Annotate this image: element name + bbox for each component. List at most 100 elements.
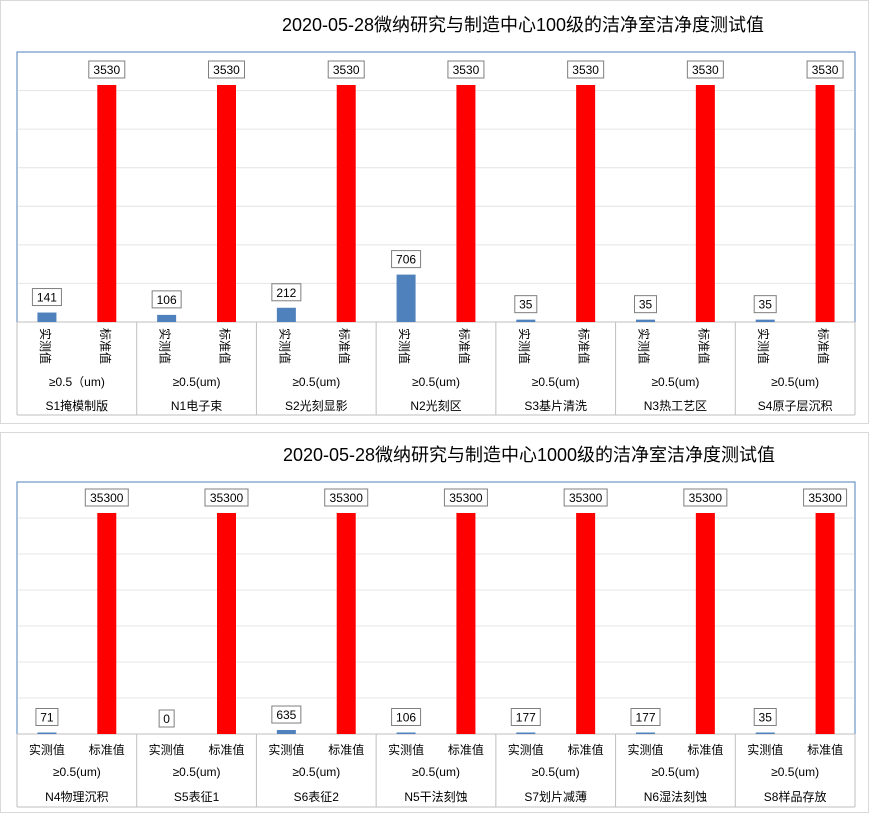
- data-label-box: [324, 488, 369, 507]
- series-label: 实测值: [388, 742, 424, 757]
- bar-standard: [695, 513, 715, 734]
- data-label-box: [158, 709, 175, 728]
- bar-measured: [37, 732, 57, 734]
- bar-measured: [755, 319, 775, 322]
- data-label: 212: [276, 286, 296, 300]
- bar-measured: [755, 732, 775, 734]
- bar-standard: [456, 85, 476, 322]
- data-label-box: [151, 290, 182, 309]
- bar-standard: [456, 513, 476, 734]
- data-label-box: [271, 705, 302, 724]
- data-label-box: [447, 60, 485, 79]
- series-label: 实测值: [397, 328, 412, 364]
- series-label: 标准值: [208, 742, 244, 757]
- particle-size-label: ≥0.5(um): [173, 765, 221, 779]
- data-label-box: [327, 60, 365, 79]
- data-label-box: [803, 488, 848, 507]
- bar-measured: [516, 732, 536, 734]
- data-label-box: [753, 295, 777, 314]
- data-label-box: [753, 708, 777, 726]
- data-label: 35300: [689, 491, 723, 505]
- bar-measured: [636, 319, 655, 322]
- data-label: 706: [396, 253, 416, 267]
- particle-size-label: ≥0.5(um): [53, 765, 101, 779]
- plot-area: [16, 481, 856, 735]
- particle-size-label: ≥0.5(um): [771, 375, 819, 389]
- category-label: N5干法刻蚀: [404, 790, 467, 804]
- data-label: 177: [516, 711, 536, 725]
- series-label: 标准值: [218, 328, 233, 364]
- chart-title: 2020-05-28微纳研究与制造中心1000级的洁净室洁净度测试值: [283, 445, 775, 465]
- series-label: 标准值: [448, 742, 484, 757]
- series-label: 实测值: [158, 328, 173, 364]
- bar-standard: [815, 85, 835, 322]
- data-label-box: [630, 708, 661, 726]
- chart-class-100: 2020-05-28微纳研究与制造中心100级的洁净室洁净度测试值 141 实测值 3…: [16, 15, 856, 416]
- bar-standard: [217, 513, 236, 734]
- data-label: 35300: [90, 491, 124, 505]
- data-label: 35: [759, 711, 773, 725]
- data-label-box: [88, 60, 126, 79]
- data-label-box: [391, 708, 422, 726]
- series-label: 标准值: [337, 328, 352, 364]
- plot-area: [16, 51, 856, 323]
- particle-size-label: ≥0.5(um): [292, 765, 340, 779]
- data-label: 35: [759, 298, 773, 312]
- data-label: 35300: [449, 491, 483, 505]
- bar-standard: [97, 513, 117, 734]
- category-label: S4原子层沉积: [758, 399, 833, 413]
- category-label: S5表征1: [174, 790, 220, 804]
- data-label-box: [35, 708, 59, 726]
- bar-measured: [396, 274, 416, 322]
- series-label: 实测值: [149, 742, 185, 757]
- data-label: 3530: [333, 63, 360, 77]
- data-label-box: [563, 488, 608, 507]
- data-label: 3530: [93, 63, 120, 77]
- series-label: 实测值: [277, 328, 292, 364]
- series-label: 标准值: [98, 328, 113, 364]
- data-label-box: [634, 295, 657, 314]
- data-label: 35: [519, 298, 533, 312]
- series-label: 实测值: [38, 328, 53, 364]
- series-label: 标准值: [807, 742, 843, 757]
- series-label: 标准值: [696, 328, 711, 364]
- data-label: 35300: [330, 491, 364, 505]
- data-label-box: [84, 488, 129, 507]
- bar-measured: [636, 732, 655, 734]
- category-label: N2光刻区: [410, 399, 461, 413]
- category-label: S1掩模制版: [46, 399, 109, 413]
- series-label: 实测值: [268, 742, 304, 757]
- particle-size-label: ≥0.5(um): [412, 375, 460, 389]
- data-label: 141: [37, 291, 57, 305]
- data-label-box: [806, 60, 844, 79]
- data-label-box: [391, 250, 422, 269]
- bar-standard: [576, 513, 596, 734]
- data-label: 35300: [569, 491, 603, 505]
- data-label-box: [683, 488, 728, 507]
- series-label: 实测值: [637, 328, 652, 364]
- data-label-box: [567, 60, 605, 79]
- data-label: 3530: [812, 63, 839, 77]
- category-label: S3基片清洗: [524, 399, 587, 413]
- bar-standard: [576, 85, 596, 322]
- particle-size-label: ≥0.5(um): [173, 375, 221, 389]
- bar-standard: [695, 85, 715, 322]
- series-label: 实测值: [517, 328, 532, 364]
- particle-size-label: ≥0.5(um): [651, 375, 699, 389]
- particle-size-label: ≥0.5(um): [532, 375, 580, 389]
- series-label: 标准值: [89, 742, 125, 757]
- category-label: S7划片减薄: [524, 789, 587, 804]
- particle-size-label: ≥0.5(um): [532, 765, 580, 779]
- data-label: 71: [40, 711, 54, 725]
- series-label: 标准值: [328, 742, 364, 757]
- particle-size-label: ≥0.5(um): [771, 765, 819, 779]
- series-label: 标准值: [568, 742, 604, 757]
- bar-measured: [37, 312, 57, 322]
- data-label: 35: [639, 298, 653, 312]
- data-label-box: [208, 60, 245, 79]
- data-label-box: [514, 295, 538, 314]
- data-label: 3530: [453, 63, 480, 77]
- data-label: 35300: [808, 491, 842, 505]
- category-label: S2光刻显影: [285, 399, 348, 413]
- data-label: 106: [396, 711, 416, 725]
